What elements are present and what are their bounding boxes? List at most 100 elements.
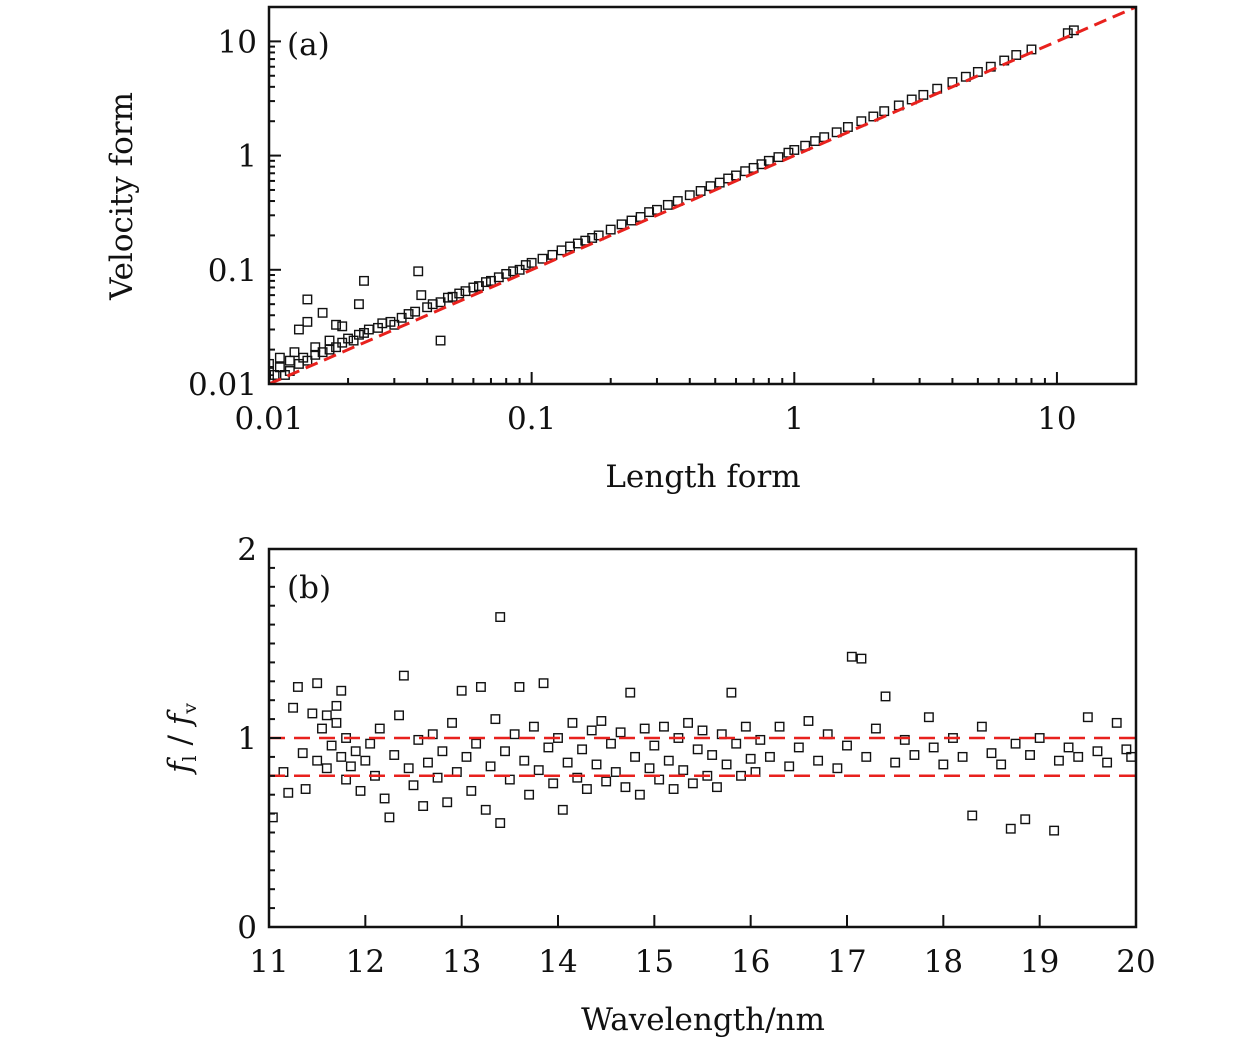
data-point [456, 685, 467, 696]
data-point [324, 335, 335, 346]
data-point [442, 797, 453, 808]
data-point [435, 335, 446, 346]
reference-lines [269, 7, 1136, 384]
data-point [269, 358, 274, 369]
data-point [297, 748, 308, 759]
data-point [918, 89, 929, 100]
data-point [601, 776, 612, 787]
data-point [1005, 823, 1016, 834]
data-point [842, 740, 852, 751]
data-point [557, 804, 568, 815]
data-point [1092, 746, 1103, 757]
x-tick-label: 0.1 [507, 401, 556, 437]
data-point [1102, 757, 1113, 768]
data-point [336, 751, 347, 762]
data-point [1010, 738, 1021, 749]
data-point [593, 230, 604, 241]
data-point [721, 759, 732, 770]
data-point [447, 717, 457, 728]
data-point [321, 763, 332, 774]
data-point [432, 772, 443, 783]
data-point [879, 106, 890, 117]
data-point [687, 778, 698, 789]
data-point [493, 272, 504, 283]
data-point [1020, 814, 1031, 825]
data-point [293, 324, 304, 335]
data-point [331, 717, 342, 728]
data-point [533, 765, 544, 776]
data-point [581, 784, 592, 794]
data-point [1082, 712, 1093, 723]
data-point [350, 746, 361, 757]
panel-b-y-axis-label: fl / fv [162, 703, 201, 775]
data-point [410, 306, 421, 317]
data-point [543, 742, 554, 753]
data-point [437, 746, 448, 757]
data-point [1025, 750, 1035, 760]
x-tick-label: 1 [784, 401, 804, 437]
data-point [707, 750, 718, 760]
data-point [678, 765, 689, 776]
x-tick-label: 12 [346, 944, 385, 980]
data-point [331, 319, 341, 330]
data-point [300, 784, 311, 794]
data-points [269, 25, 1079, 384]
data-point [773, 152, 784, 163]
data-point [413, 734, 424, 745]
y-tick-label: 0 [237, 910, 257, 946]
data-point [355, 785, 366, 796]
data-point [683, 717, 693, 728]
data-point [317, 347, 328, 358]
ticks [268, 40, 1058, 385]
y-tick-label: 0.1 [208, 253, 257, 289]
data-point [423, 757, 433, 768]
data-point [1073, 751, 1084, 762]
x-tick-label: 16 [731, 944, 770, 980]
data-point [500, 746, 510, 757]
data-point [813, 755, 824, 766]
data-point [447, 291, 458, 302]
data-point [466, 785, 477, 796]
data-point [360, 755, 371, 766]
data-point [1011, 50, 1022, 60]
data-point [899, 734, 910, 745]
data-point [803, 716, 814, 726]
data-point [616, 219, 627, 230]
data-point [756, 159, 767, 170]
data-point [269, 370, 280, 380]
data-point [976, 721, 987, 732]
data-point [283, 787, 294, 798]
data-point [345, 761, 356, 772]
data-point [480, 804, 491, 815]
y-tick-label: 1 [237, 721, 257, 757]
ylabel-sep: / [162, 725, 198, 755]
data-point [475, 682, 486, 692]
data-point [374, 723, 385, 734]
data-point [471, 738, 482, 749]
data-point [321, 710, 332, 721]
data-point [996, 759, 1007, 770]
data-point [764, 751, 775, 762]
data-point [508, 266, 519, 277]
data-point [731, 738, 742, 749]
data-point [967, 810, 978, 821]
data-point [755, 734, 766, 745]
data-point [1034, 733, 1045, 743]
data-point [625, 687, 636, 698]
data-point [567, 717, 578, 728]
data-point [562, 757, 573, 768]
data-point [639, 723, 650, 734]
data-point [659, 721, 669, 732]
data-point [663, 755, 674, 766]
data-point [454, 288, 465, 299]
data-point [714, 177, 725, 188]
ylabel-sub-v: v [179, 703, 201, 715]
data-point [526, 257, 537, 268]
data-point [684, 190, 695, 201]
data-point [1053, 755, 1064, 766]
x-tick-label: 18 [924, 944, 963, 980]
data-point [528, 721, 539, 732]
x-tick-label: 0.01 [234, 401, 303, 437]
data-point [343, 333, 354, 344]
x-tick-label: 19 [1020, 944, 1059, 980]
